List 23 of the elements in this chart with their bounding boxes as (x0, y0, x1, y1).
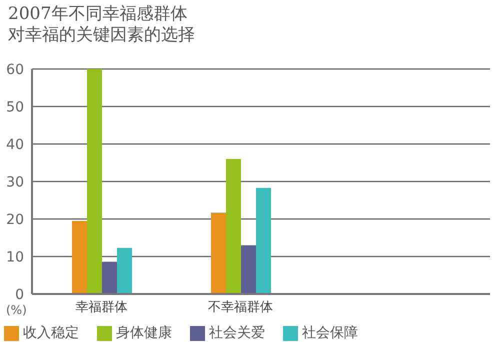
bar (211, 212, 226, 294)
y-tick-label: 20 (6, 212, 24, 228)
bar (256, 188, 271, 294)
bar (117, 248, 132, 294)
y-axis-title: (%) (6, 303, 27, 317)
bar (102, 262, 117, 294)
y-tick-label: 10 (6, 249, 24, 266)
bar (72, 220, 87, 294)
legend-label: 收入稳定 (23, 325, 79, 341)
legend-label: 身体健康 (116, 325, 172, 341)
x-tick-label: 幸福群体 (76, 300, 128, 316)
y-tick-label: 0 (15, 286, 24, 303)
bar (87, 69, 102, 294)
x-tick-label: 不幸福群体 (208, 300, 273, 316)
y-tick-label: 60 (6, 62, 24, 78)
y-tick-label: 30 (6, 174, 24, 190)
legend-label: 社会关爱 (209, 325, 265, 341)
bar (241, 245, 256, 294)
y-tick-label: 50 (6, 99, 24, 116)
y-tick-label: 40 (6, 136, 24, 153)
legend-label: 社会保障 (302, 325, 358, 341)
bar (226, 159, 241, 294)
chart-title: 2007年不同幸福感群体对幸福的关键因素的选择 (8, 4, 196, 46)
